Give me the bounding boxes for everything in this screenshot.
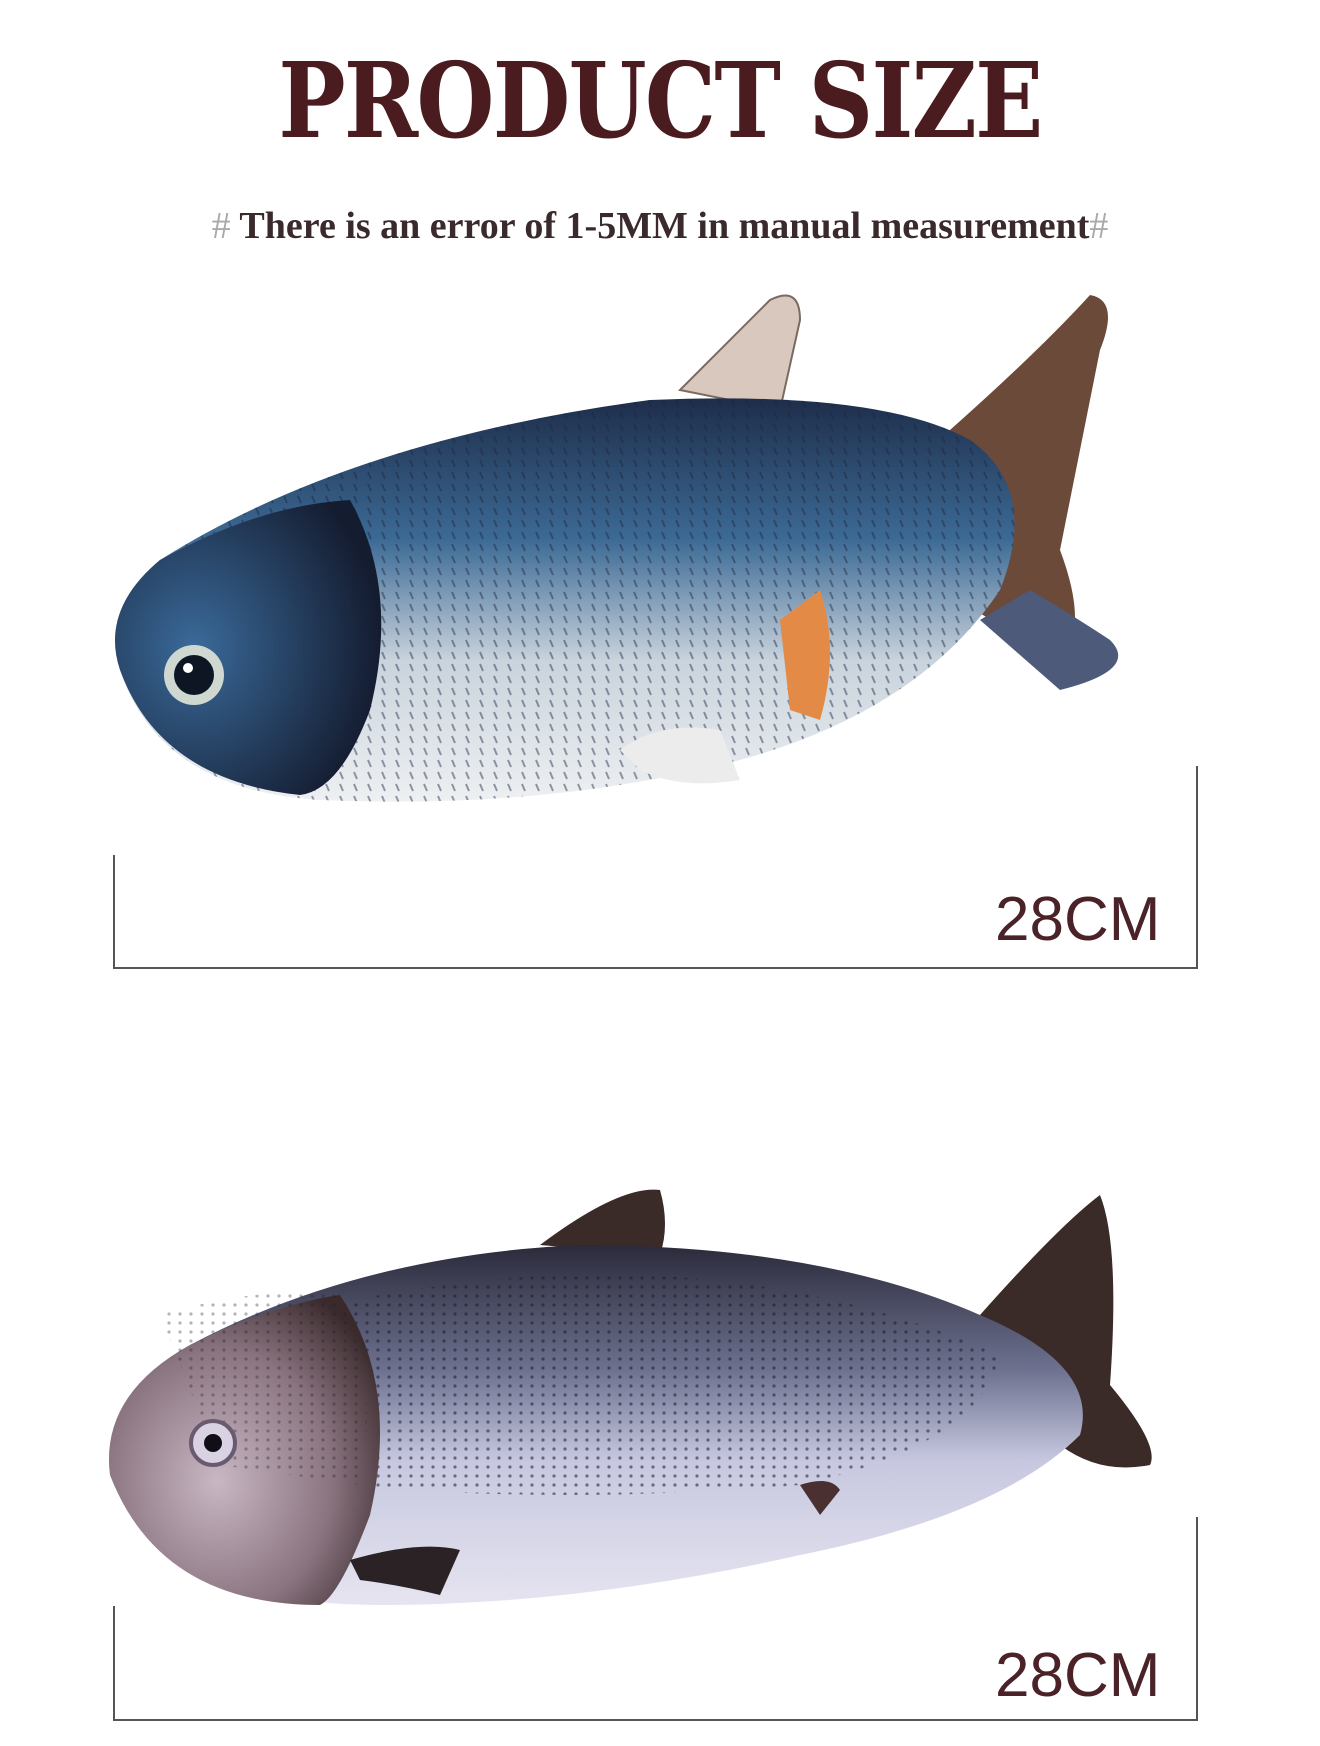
- size-label-2: 28CM: [995, 1641, 1161, 1710]
- size-bracket-2: [113, 1517, 1198, 1721]
- measurement-note: # There is an error of 1-5MM in manual m…: [211, 205, 1109, 247]
- size-bracket-1: [113, 766, 1198, 969]
- grass-carp-fish-image: [115, 294, 1119, 802]
- salmon-fish-image: [109, 1189, 1152, 1605]
- size-label-1: 28CM: [995, 885, 1161, 954]
- note-text: There is an error of 1-5MM in manual mea…: [239, 205, 1090, 247]
- page-title: PRODUCT SIZE: [278, 39, 1043, 162]
